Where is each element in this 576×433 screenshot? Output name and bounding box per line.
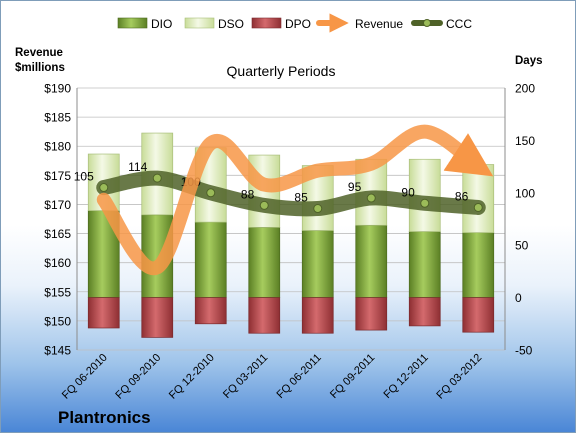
- category-label: FQ 03-2011: [221, 352, 270, 401]
- bar-dpo: [141, 297, 174, 338]
- ccc-data-label: 86: [455, 189, 469, 203]
- ccc-point: [152, 173, 162, 183]
- chart-title: Quarterly Periods: [227, 63, 336, 79]
- ccc-point: [259, 200, 269, 210]
- ccc-data-label: 114: [128, 160, 147, 174]
- revenue-line: [96, 124, 494, 276]
- left-axis-ticks: $145 $150 $155 $160 $165 $170 $175 $180 $185 $190: [44, 82, 71, 358]
- category-label: FQ 12-2010: [167, 352, 217, 402]
- left-tick-label: $185: [44, 111, 71, 125]
- legend-swatch-dso: [184, 17, 215, 29]
- bar-dpo: [462, 297, 495, 333]
- ccc-data-label: 88: [241, 187, 255, 201]
- bar-dio: [194, 221, 227, 298]
- right-tick-label: 50: [515, 239, 529, 253]
- right-tick-label: 150: [515, 134, 535, 148]
- legend-label-revenue: Revenue: [355, 17, 403, 31]
- left-axis-label-line1: Revenue: [15, 47, 63, 59]
- ccc-point: [473, 202, 483, 212]
- category-label: FQ 12-2011: [381, 352, 430, 401]
- legend-label-dpo: DPO: [285, 17, 311, 31]
- category-label: FQ 06-2010: [60, 352, 110, 402]
- category-labels: FQ 06-2010 FQ 09-2010 FQ 12-2010 FQ 03-2011…: [60, 352, 484, 402]
- left-tick-label: $175: [44, 169, 71, 183]
- legend-swatch-dpo: [251, 17, 282, 29]
- right-tick-label: -50: [515, 344, 533, 358]
- ccc-point: [366, 193, 376, 203]
- right-axis-ticks: -50 0 50 100 150 200: [515, 82, 535, 358]
- ccc-point: [313, 204, 323, 214]
- left-tick-label: $180: [44, 140, 71, 154]
- ccc-data-label: 85: [294, 191, 308, 205]
- legend-label-dso: DSO: [218, 17, 244, 31]
- ccc-point: [206, 188, 216, 198]
- gridlines: [76, 87, 506, 351]
- bar-dpo: [248, 297, 281, 334]
- legend-item-ccc: CCC: [411, 17, 472, 31]
- left-tick-label: $145: [44, 344, 71, 358]
- left-tick-label: $160: [44, 256, 71, 270]
- right-axis-label: Days: [515, 55, 543, 67]
- legend-marker-ccc: [423, 19, 431, 27]
- legend-item-revenue: Revenue: [316, 13, 403, 33]
- bar-dpo: [301, 297, 334, 334]
- bars: [87, 132, 495, 338]
- left-axis-label-line2: $millions: [15, 62, 65, 74]
- ccc-data-label: 105: [74, 170, 94, 184]
- ccc-point: [420, 198, 430, 208]
- company-name: Plantronics: [58, 408, 151, 427]
- left-tick-label: $155: [44, 285, 71, 299]
- legend-label-dio: DIO: [151, 17, 172, 31]
- bar-dio: [248, 227, 281, 298]
- bar-dio: [462, 232, 495, 298]
- bar-dio: [301, 230, 334, 298]
- left-tick-label: $150: [44, 314, 71, 328]
- ccc-data-label: 90: [401, 185, 415, 199]
- ccc-data-label: 95: [348, 180, 362, 194]
- right-tick-label: 100: [515, 186, 535, 200]
- legend-item-dio: DIO: [117, 17, 172, 31]
- bar-dpo: [355, 297, 388, 331]
- bar-dpo: [194, 297, 227, 325]
- bar-dio: [408, 231, 441, 298]
- ccc-line: [96, 170, 486, 217]
- left-tick-label: $165: [44, 227, 71, 241]
- legend-item-dpo: DPO: [251, 17, 311, 31]
- left-tick-label: $170: [44, 198, 71, 212]
- category-label: FQ 06-2011: [274, 352, 323, 401]
- legend-swatch-dio: [117, 17, 148, 29]
- bar-dpo: [408, 297, 441, 327]
- category-label: FQ 03-2012: [434, 352, 484, 402]
- left-tick-label: $190: [44, 82, 71, 96]
- category-label: FQ 09-2011: [328, 352, 377, 401]
- bar-dpo: [87, 297, 120, 329]
- revenue-series: [96, 124, 494, 276]
- legend: DIO DSO DPO Revenue CCC: [117, 13, 472, 33]
- legend-item-dso: DSO: [184, 17, 244, 31]
- legend-label-ccc: CCC: [446, 17, 472, 31]
- right-tick-label: 200: [515, 82, 535, 96]
- right-tick-label: 0: [515, 291, 522, 305]
- bar-dio: [355, 224, 388, 298]
- ccc-point: [99, 183, 109, 193]
- category-label: FQ 09-2010: [113, 352, 163, 402]
